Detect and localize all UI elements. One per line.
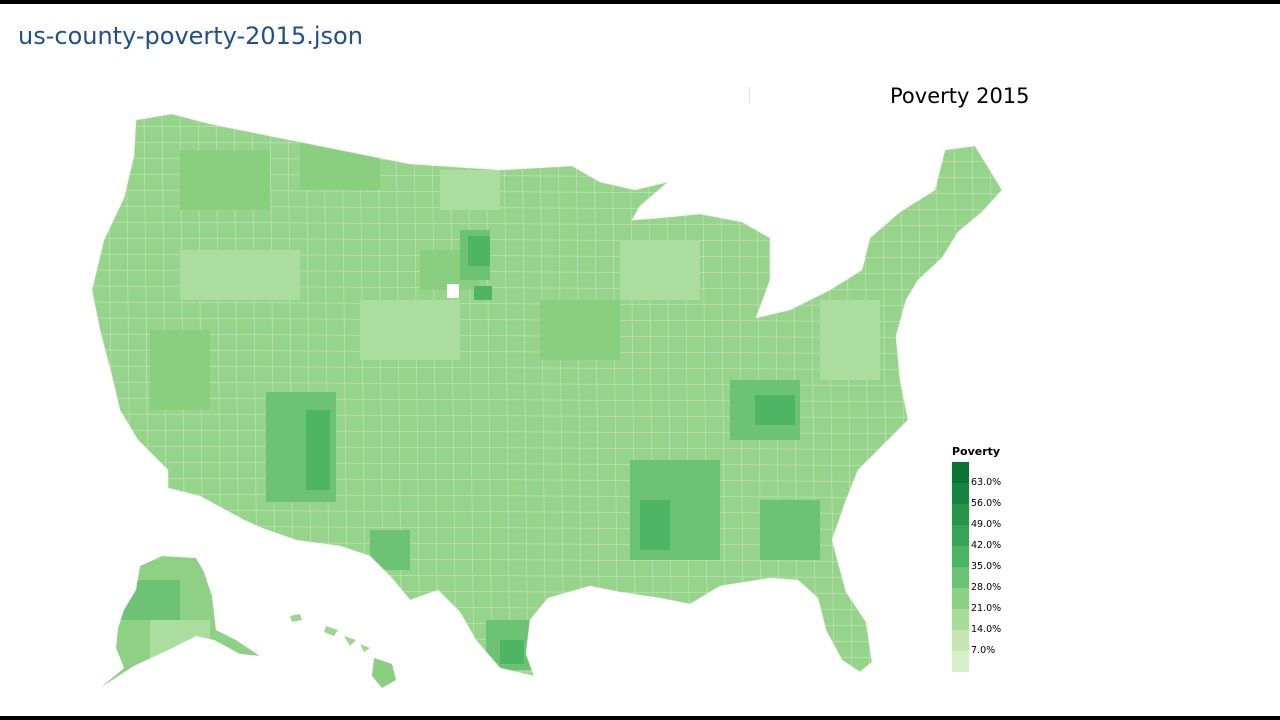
legend-label: 21.0% — [971, 603, 1002, 614]
legend-label: 56.0% — [971, 498, 1002, 509]
legend-swatch — [952, 588, 969, 609]
legend-swatch — [952, 609, 969, 630]
legend-swatch — [952, 504, 969, 525]
legend-label: 7.0% — [971, 645, 996, 656]
frame-top-border — [0, 0, 1280, 4]
legend-label: 35.0% — [971, 561, 1002, 572]
map-title: Poverty 2015 — [890, 84, 1030, 108]
legend-label: 42.0% — [971, 540, 1002, 551]
legend-label: 49.0% — [971, 519, 1002, 530]
contiguous-us-region — [92, 114, 1002, 676]
legend-title: Poverty — [952, 445, 1001, 458]
legend-swatch — [952, 567, 969, 588]
hawaii-region — [290, 614, 396, 688]
legend-swatch — [952, 651, 969, 672]
legend-label: 28.0% — [971, 582, 1002, 593]
legend-swatch — [952, 462, 969, 483]
legend-swatch — [952, 546, 969, 567]
legend-swatch — [952, 525, 969, 546]
alaska-region — [100, 556, 260, 688]
legend-label: 63.0% — [971, 477, 1002, 488]
file-name-link[interactable]: us-county-poverty-2015.json — [18, 22, 363, 50]
poverty-legend: Poverty 63.0% 56.0% 49.0% 42.0% 35.0% 28.0% 21… — [952, 444, 1032, 676]
legend-label: 14.0% — [971, 624, 1002, 635]
legend-swatch — [952, 630, 969, 651]
frame-bottom-border — [0, 716, 1280, 720]
legend-swatch — [952, 483, 969, 504]
title-divider — [749, 87, 750, 103]
